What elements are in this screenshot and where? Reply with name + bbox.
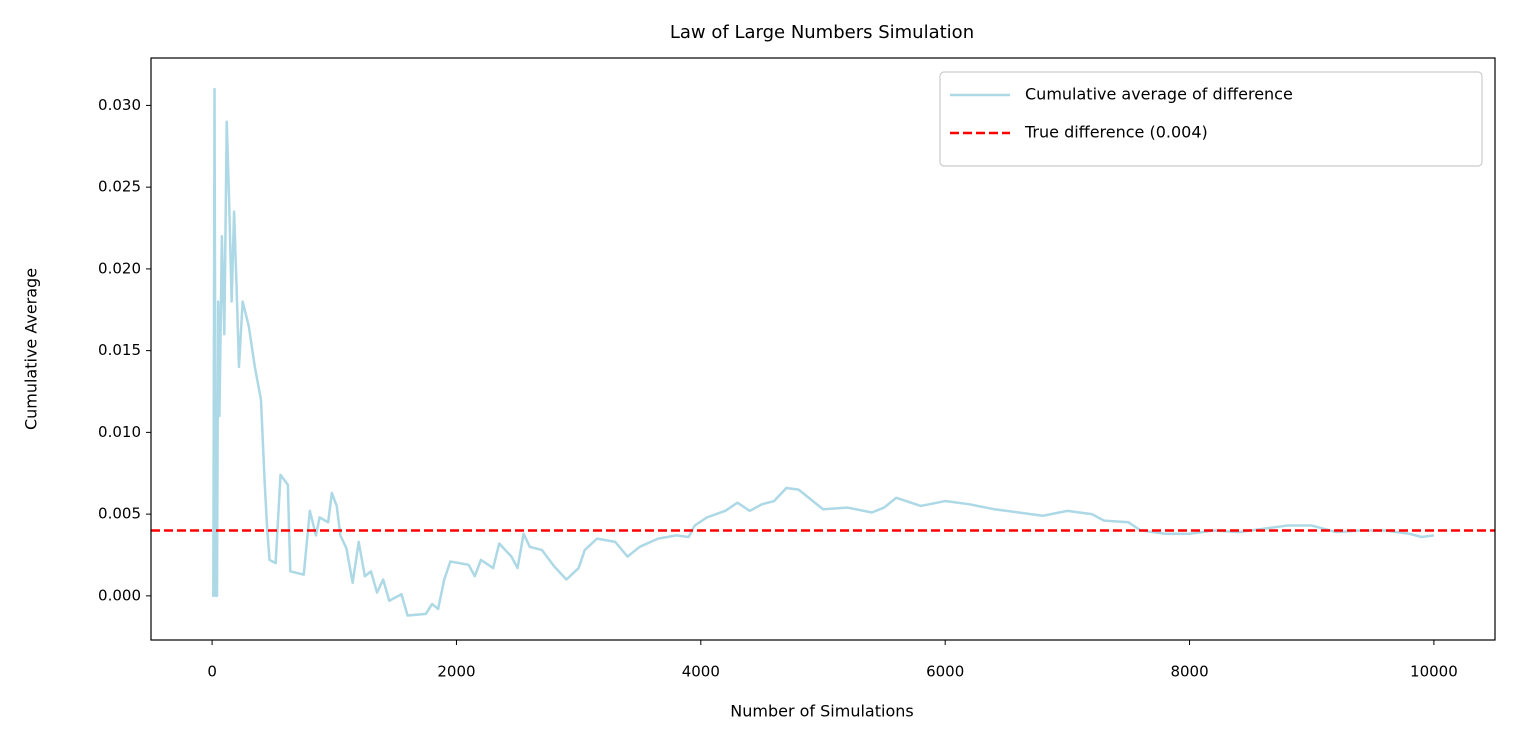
- x-tick-label: 8000: [1170, 663, 1208, 681]
- y-tick-label: 0.005: [98, 505, 141, 523]
- x-tick-label: 10000: [1410, 663, 1458, 681]
- y-tick-label: 0.015: [98, 341, 141, 359]
- legend-box: [939, 71, 1483, 167]
- x-tick-label: 6000: [926, 663, 964, 681]
- y-axis-label: Cumulative Average: [22, 268, 41, 430]
- y-tick-label: 0.020: [98, 259, 141, 277]
- legend-label: True difference (0.004): [1024, 123, 1208, 142]
- x-axis-label: Number of Simulations: [730, 702, 913, 721]
- plot-frame: [150, 57, 1496, 641]
- chart-title: Law of Large Numbers Simulation: [670, 22, 974, 43]
- y-tick-label: 0.025: [98, 178, 141, 196]
- data-line: [212, 87, 1435, 617]
- y-tick-label: 0.000: [98, 586, 141, 604]
- x-tick-label: 4000: [682, 663, 720, 681]
- y-tick-label: 0.030: [98, 96, 141, 114]
- y-tick-label: 0.010: [98, 423, 141, 441]
- x-tick-label: 0: [207, 663, 217, 681]
- x-tick-label: 2000: [437, 663, 475, 681]
- legend-label: Cumulative average of difference: [1025, 85, 1293, 104]
